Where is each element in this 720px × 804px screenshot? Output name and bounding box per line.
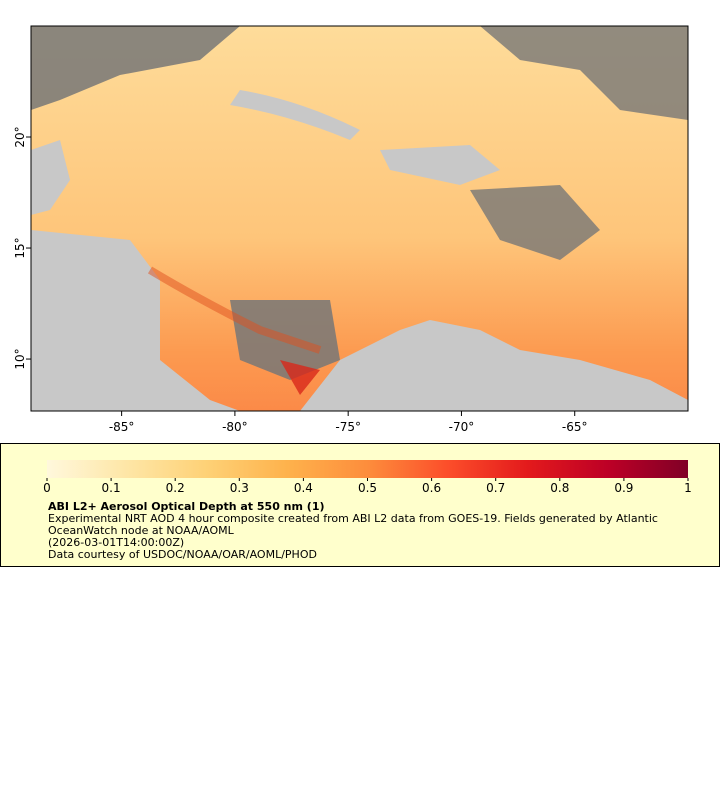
colorbar-tick-label: 0.7 [486,481,505,495]
cloud-mask [31,26,240,110]
aod-plume [280,360,320,395]
map-frame [30,25,689,412]
legend-line: (2026-03-01T14:00:00Z) [48,536,184,549]
colorbar-tick-label: 0.9 [614,481,633,495]
colorbar-tick-label: 0.1 [102,481,121,495]
legend-line: Experimental NRT AOD 4 hour composite cr… [48,512,658,525]
colorbar-tick-label: 1 [684,481,692,495]
legend-line: Data courtesy of USDOC/NOAA/OAR/AOML/PHO… [48,548,317,561]
land-central-america [31,230,240,411]
land-yucatan [31,140,70,215]
legend-title: ABI L2+ Aerosol Optical Depth at 550 nm … [48,500,325,513]
land-south-america [300,320,688,411]
x-tick-label: -70° [449,420,475,434]
x-tick-label: -75° [335,420,361,434]
legend-line: OceanWatch node at NOAA/AOML [48,524,235,537]
y-tick-label: 10° [13,348,27,369]
x-tick-label: -80° [222,420,248,434]
cloud-mask [480,26,688,120]
land-hispaniola [380,145,500,185]
colorbar-tick-label: 0.2 [166,481,185,495]
colorbar-tick-label: 0.8 [550,481,569,495]
colorbar-tick-label: 0.5 [358,481,377,495]
colorbar [47,460,688,478]
cloud-mask [470,185,600,260]
colorbar-tick-label: 0.6 [422,481,441,495]
y-tick-label: 15° [13,237,27,258]
colorbar-tick-label: 0.3 [230,481,249,495]
x-tick-label: -65° [562,420,588,434]
y-tick-label: 20° [13,126,27,147]
colorbar-tick-label: 0.4 [294,481,313,495]
aod-plume [147,266,322,354]
x-tick-label: -85° [109,420,135,434]
land-cuba [230,90,360,140]
colorbar-tick-label: 0 [43,481,51,495]
map [31,26,688,411]
